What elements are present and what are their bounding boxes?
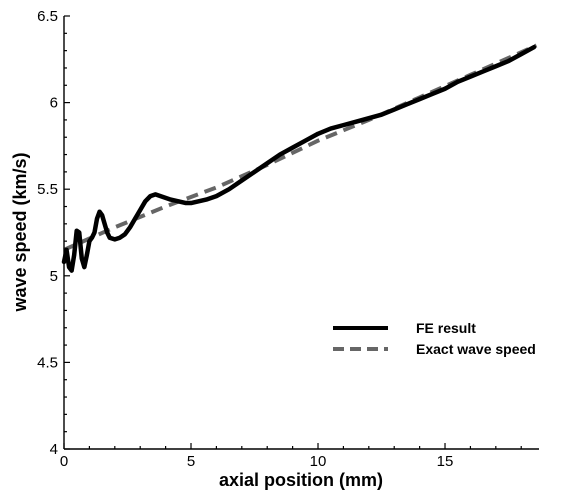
series-line-exact-wave-speed [63,43,538,252]
x-tick-label: 15 [437,453,454,470]
y-tick-label: 4 [50,441,58,458]
legend-label-fe-result: FE result [416,320,476,336]
x-axis-label: axial position (mm) [219,470,383,490]
y-axis-label: wave speed (km/s) [10,152,30,312]
plot-layer [61,43,538,273]
axes-layer: 0 5 10 15 4 4.5 5 5.5 6 6.5 [37,8,539,470]
legend-label-exact-wave-speed: Exact wave speed [416,341,536,357]
y-tick-label: 6 [50,95,58,112]
series-line-fe-result [61,44,537,273]
y-tick-label: 6.5 [37,8,58,25]
x-tick-label: 0 [60,453,68,470]
x-tick-label: 10 [310,453,327,470]
y-tick-label: 5.5 [37,181,58,198]
y-tick-label: 5 [50,268,58,285]
y-tick-label: 4.5 [37,354,58,371]
x-tick-label: 5 [187,453,195,470]
legend: FE result Exact wave speed [333,320,536,357]
